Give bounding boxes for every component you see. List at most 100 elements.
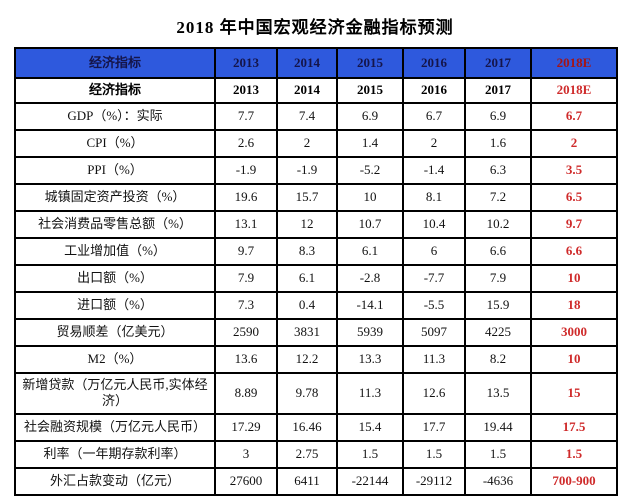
value-cell: 6411: [276, 466, 338, 496]
table-row: 出口额（%） 7.9 6.1 -2.8 -7.7 7.9 10: [14, 264, 618, 293]
value-cell: 9.7: [214, 237, 278, 266]
forecast-cell: 6.7: [530, 102, 618, 131]
value-cell: 15.7: [276, 183, 338, 212]
value-cell: 2: [402, 129, 466, 158]
value-cell: -14.1: [336, 291, 404, 320]
value-cell: -5.2: [336, 156, 404, 185]
value-cell: 13.6: [214, 345, 278, 374]
header-cell-year: 2013: [214, 47, 278, 79]
table-row: 外汇占款变动（亿元） 27600 6411 -22144 -29112 -4636 700-…: [14, 466, 618, 496]
value-cell: 6.9: [464, 102, 532, 131]
value-cell: 1.5: [464, 439, 532, 469]
header-cell-indicator: 经济指标: [14, 77, 216, 104]
value-cell: 1.5: [336, 439, 404, 469]
page-title: 2018 年中国宏观经济金融指标预测: [176, 18, 454, 37]
value-cell: 6: [402, 237, 466, 266]
header-cell-year: 2013: [214, 77, 278, 104]
forecast-cell: 6.6: [530, 237, 618, 266]
value-cell: 11.3: [336, 372, 404, 415]
header-cell-year: 2016: [402, 47, 466, 79]
table-row: PPI（%） -1.9 -1.9 -5.2 -1.4 6.3 3.5: [14, 156, 618, 185]
value-cell: 7.3: [214, 291, 278, 320]
value-cell: 17.29: [214, 412, 278, 442]
header-row-blue: 经济指标 2013 2014 2015 2016 2017 2018E: [14, 47, 618, 79]
table-row: 社会消费品零售总额（%） 13.1 12 10.7 10.4 10.2 9.7: [14, 210, 618, 239]
value-cell: 6.6: [464, 237, 532, 266]
value-cell: -7.7: [402, 264, 466, 293]
value-cell: -1.9: [214, 156, 278, 185]
value-cell: -4636: [464, 466, 532, 496]
row-label: M2（%）: [14, 345, 216, 374]
value-cell: 19.44: [464, 412, 532, 442]
table-row: 城镇固定资产投资（%） 19.6 15.7 10 8.1 7.2 6.5: [14, 183, 618, 212]
header-cell-forecast: 2018E: [530, 47, 618, 79]
value-cell: 12.6: [402, 372, 466, 415]
header-cell-year: 2017: [464, 77, 532, 104]
forecast-cell: 10: [530, 345, 618, 374]
value-cell: 7.9: [214, 264, 278, 293]
value-cell: 13.3: [336, 345, 404, 374]
forecast-cell: 1.5: [530, 439, 618, 469]
value-cell: 9.78: [276, 372, 338, 415]
table-row: 贸易顺差（亿美元） 2590 3831 5939 5097 4225 3000: [14, 318, 618, 347]
header-cell-indicator: 经济指标: [14, 47, 216, 79]
value-cell: 6.1: [336, 237, 404, 266]
value-cell: 27600: [214, 466, 278, 496]
value-cell: 17.7: [402, 412, 466, 442]
table-row: 工业增加值（%） 9.7 8.3 6.1 6 6.6 6.6: [14, 237, 618, 266]
header-cell-year: 2016: [402, 77, 466, 104]
row-label: 城镇固定资产投资（%）: [14, 183, 216, 212]
value-cell: 1.4: [336, 129, 404, 158]
value-cell: -22144: [336, 466, 404, 496]
value-cell: -29112: [402, 466, 466, 496]
value-cell: 13.1: [214, 210, 278, 239]
forecast-cell: 9.7: [530, 210, 618, 239]
value-cell: 0.4: [276, 291, 338, 320]
value-cell: 2.6: [214, 129, 278, 158]
row-label: 社会融资规模（万亿元人民币）: [14, 412, 216, 442]
forecast-cell: 17.5: [530, 412, 618, 442]
value-cell: 6.3: [464, 156, 532, 185]
value-cell: 8.1: [402, 183, 466, 212]
forecast-cell: 10: [530, 264, 618, 293]
table-row: M2（%） 13.6 12.2 13.3 11.3 8.2 10: [14, 345, 618, 374]
value-cell: 15.9: [464, 291, 532, 320]
value-cell: 10.7: [336, 210, 404, 239]
forecast-cell: 700-900: [530, 466, 618, 496]
row-label: 贸易顺差（亿美元）: [14, 318, 216, 347]
forecast-table: 经济指标 2013 2014 2015 2016 2017 2018E 经济指标…: [14, 47, 618, 496]
header-cell-year: 2014: [276, 47, 338, 79]
header-cell-year: 2015: [336, 47, 404, 79]
header-cell-year: 2014: [276, 77, 338, 104]
row-label: PPI（%）: [14, 156, 216, 185]
value-cell: 11.3: [402, 345, 466, 374]
value-cell: 6.7: [402, 102, 466, 131]
value-cell: 5097: [402, 318, 466, 347]
header-row-white: 经济指标 2013 2014 2015 2016 2017 2018E: [14, 77, 618, 104]
forecast-cell: 15: [530, 372, 618, 415]
value-cell: 8.2: [464, 345, 532, 374]
value-cell: 16.46: [276, 412, 338, 442]
table-row: CPI（%） 2.6 2 1.4 2 1.6 2: [14, 129, 618, 158]
value-cell: 12.2: [276, 345, 338, 374]
value-cell: 5939: [336, 318, 404, 347]
value-cell: -2.8: [336, 264, 404, 293]
table-row: 进口额（%） 7.3 0.4 -14.1 -5.5 15.9 18: [14, 291, 618, 320]
value-cell: 6.1: [276, 264, 338, 293]
value-cell: 7.4: [276, 102, 338, 131]
table-row: GDP（%）：实际 7.7 7.4 6.9 6.7 6.9 6.7: [14, 102, 618, 131]
value-cell: 10.4: [402, 210, 466, 239]
row-label: 新增贷款（万亿元人民币,实体经济）: [14, 372, 216, 415]
value-cell: 3831: [276, 318, 338, 347]
value-cell: 7.2: [464, 183, 532, 212]
value-cell: 1.6: [464, 129, 532, 158]
row-label: CPI（%）: [14, 129, 216, 158]
table-row: 利率（一年期存款利率） 3 2.75 1.5 1.5 1.5 1.5: [14, 439, 618, 469]
row-label: 出口额（%）: [14, 264, 216, 293]
forecast-cell: 6.5: [530, 183, 618, 212]
value-cell: -1.9: [276, 156, 338, 185]
value-cell: 1.5: [402, 439, 466, 469]
row-label: 外汇占款变动（亿元）: [14, 466, 216, 496]
value-cell: 4225: [464, 318, 532, 347]
value-cell: 10: [336, 183, 404, 212]
